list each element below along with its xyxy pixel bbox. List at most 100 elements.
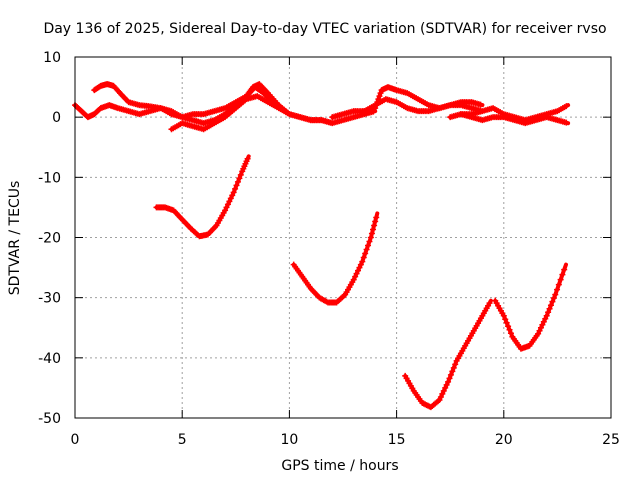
data-point	[234, 178, 241, 185]
data-point	[503, 319, 510, 326]
y-tick-label: 0	[52, 110, 61, 126]
data-point	[563, 119, 570, 126]
data-point	[366, 238, 373, 245]
data-point	[360, 254, 367, 261]
data-point	[223, 204, 230, 211]
data-point	[229, 192, 236, 199]
data-point	[244, 155, 251, 162]
y-tick-label: -30	[38, 291, 61, 307]
data-point	[446, 375, 453, 382]
data-point	[554, 286, 561, 293]
data-point	[543, 312, 550, 319]
data-point	[372, 218, 379, 225]
data-point	[359, 258, 366, 265]
data-point	[450, 364, 457, 371]
data-point	[506, 326, 513, 333]
data-point	[442, 384, 449, 391]
data-point	[353, 270, 360, 277]
data-point	[447, 371, 454, 378]
series-near-zero-c	[168, 93, 292, 133]
data-point	[547, 302, 554, 309]
data-point	[365, 242, 372, 249]
series-line	[493, 262, 568, 351]
data-point	[327, 119, 334, 126]
data-point	[376, 93, 383, 100]
y-tick-label: -10	[38, 170, 61, 186]
data-point	[436, 396, 443, 403]
data-point	[555, 281, 562, 288]
y-axis-label: SDTVAR / TECUs	[7, 181, 23, 296]
data-point	[561, 266, 568, 273]
data-series	[72, 81, 571, 411]
data-point	[557, 276, 564, 283]
data-point	[536, 327, 543, 334]
data-point	[363, 246, 370, 253]
data-point	[559, 271, 566, 278]
data-point	[439, 390, 446, 397]
data-point	[546, 305, 553, 312]
y-tick-label: 10	[43, 50, 61, 66]
data-point	[535, 330, 542, 337]
data-point	[355, 267, 362, 274]
data-point	[505, 323, 512, 330]
data-point	[352, 273, 359, 280]
data-point	[545, 309, 552, 316]
series-near-zero-e	[361, 96, 485, 115]
data-point	[350, 276, 357, 283]
x-tick-label: 5	[178, 432, 187, 448]
data-point	[542, 315, 549, 322]
data-point	[373, 214, 380, 221]
data-point	[233, 182, 240, 189]
data-point	[357, 261, 364, 268]
data-point	[549, 298, 556, 305]
data-point	[486, 300, 493, 307]
data-point	[437, 393, 444, 400]
data-point	[284, 110, 291, 117]
series-arc-2	[290, 211, 380, 306]
y-tick-label: -50	[38, 411, 61, 427]
axis-ticks: 0 5 10 15 20 25 10 0 -10 -20 -30 -40 -50	[38, 50, 620, 448]
series-arc-1	[153, 154, 251, 240]
data-point	[540, 318, 547, 325]
data-point	[443, 381, 450, 388]
data-point	[367, 234, 374, 241]
data-point	[368, 230, 375, 237]
x-tick-label: 10	[280, 432, 298, 448]
data-point	[224, 201, 231, 208]
y-tick-label: -20	[38, 231, 61, 247]
data-point	[537, 324, 544, 331]
data-point	[232, 185, 239, 192]
data-point	[502, 316, 509, 323]
data-point	[552, 291, 559, 298]
series-line	[403, 298, 493, 410]
data-point	[236, 175, 243, 182]
data-point	[445, 378, 452, 385]
data-point	[500, 312, 507, 319]
data-point	[226, 198, 233, 205]
series-near-zero-g	[457, 111, 571, 127]
data-point	[370, 226, 377, 233]
data-point	[550, 295, 557, 302]
data-point	[477, 101, 484, 108]
data-point	[237, 171, 244, 178]
series-arc-4	[492, 262, 568, 352]
data-point	[440, 387, 447, 394]
x-tick-label: 15	[388, 432, 406, 448]
data-point	[371, 222, 378, 229]
data-point	[227, 195, 234, 202]
data-point	[507, 330, 514, 337]
chart-title: Day 136 of 2025, Sidereal Day-to-day VTE…	[43, 21, 606, 37]
data-point	[362, 250, 369, 257]
data-point	[230, 189, 237, 196]
data-point	[356, 264, 363, 271]
data-point	[449, 368, 456, 375]
data-point	[222, 207, 229, 214]
data-point	[452, 361, 459, 368]
x-tick-label: 0	[71, 432, 80, 448]
series-line	[154, 154, 251, 239]
series-arc-3	[402, 298, 493, 411]
data-point	[539, 321, 546, 328]
x-axis-label: GPS time / hours	[281, 458, 398, 474]
data-point	[377, 90, 384, 97]
